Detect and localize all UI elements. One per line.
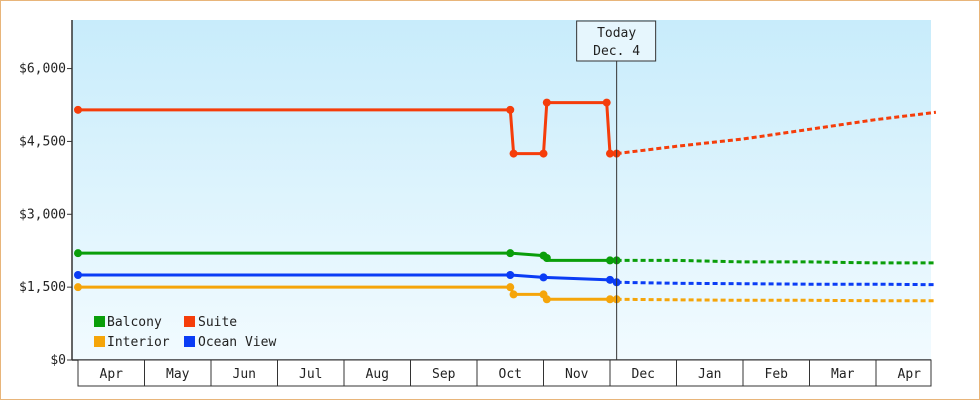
y-tick-label: $4,500 — [19, 134, 66, 149]
data-point-balcony — [542, 254, 551, 262]
data-point-ocean-view — [506, 271, 515, 279]
x-tick-label: Apr — [898, 367, 922, 382]
x-tick-label: Dec — [632, 367, 655, 382]
data-point-suite — [509, 149, 518, 158]
legend-label-ocean-view: Ocean View — [198, 335, 276, 350]
series-suite — [74, 98, 937, 158]
data-point-suite — [539, 149, 548, 158]
x-tick-label: Jun — [233, 367, 256, 382]
legend-label-balcony: Balcony — [107, 315, 162, 330]
data-point-balcony — [506, 249, 515, 258]
series-forecast-ocean-view — [616, 280, 936, 287]
data-point-ocean-view — [606, 275, 614, 284]
data-point-ocean-view — [539, 273, 548, 282]
x-axis-band — [77, 359, 932, 387]
series-forecast-suite — [616, 110, 937, 156]
x-tick-label: Jan — [698, 367, 721, 382]
series-ocean-view — [74, 271, 936, 287]
plot-background — [72, 20, 931, 360]
data-point-balcony — [606, 256, 614, 265]
x-axis: Apr May Jun Jul Aug Sep Oct Nov Dec Jan Feb Mar Apr — [72, 359, 932, 387]
data-point-suite — [506, 105, 515, 114]
data-point-ocean-view — [74, 271, 82, 279]
y-tick-label: $0 — [50, 353, 66, 368]
data-point-suite — [74, 105, 82, 114]
x-tick-label: Feb — [765, 367, 789, 382]
data-point-interior — [542, 295, 551, 304]
today-marker: Today Dec. 4 — [576, 20, 657, 360]
y-tick-label: $1,500 — [19, 280, 66, 295]
data-point-suite — [602, 98, 611, 107]
series-forecast-balcony — [616, 258, 936, 265]
x-tick-label: Mar — [831, 367, 855, 382]
legend: Balcony Suite Interior Ocean View — [94, 315, 276, 350]
x-tick-label: Oct — [499, 367, 522, 382]
legend-label-suite: Suite — [198, 315, 237, 330]
y-axis: $6,000 $4,500 $3,000 $1,500 $0 — [19, 20, 73, 368]
today-label: Today — [597, 26, 636, 41]
x-tick-label: Jul — [299, 367, 322, 382]
legend-swatch-balcony — [94, 316, 105, 327]
legend-label-interior: Interior — [107, 335, 170, 350]
y-tick-label: $6,000 — [19, 62, 66, 77]
data-point-interior — [606, 295, 614, 304]
x-tick-label: Aug — [366, 367, 389, 382]
data-point-interior — [509, 290, 518, 299]
series-lines — [74, 98, 937, 304]
y-tick-label: $3,000 — [19, 207, 66, 222]
legend-swatch-interior — [94, 336, 105, 347]
data-point-suite — [542, 98, 551, 107]
series-forecast-interior — [616, 297, 936, 303]
x-tick-label: Sep — [432, 367, 456, 382]
legend-swatch-suite — [184, 316, 195, 327]
x-tick-label: Apr — [100, 367, 124, 382]
data-point-suite — [606, 149, 614, 158]
data-point-interior — [74, 283, 82, 292]
today-box — [576, 20, 657, 62]
today-date: Dec. 4 — [593, 44, 640, 59]
legend-swatch-ocean-view — [184, 336, 195, 347]
data-point-balcony — [74, 249, 82, 258]
data-point-interior — [506, 283, 515, 292]
series-line-suite — [78, 101, 617, 156]
series-balcony — [74, 249, 936, 265]
x-tick-label: Nov — [565, 367, 589, 382]
series-interior — [74, 283, 936, 304]
x-tick-label: May — [166, 367, 190, 382]
